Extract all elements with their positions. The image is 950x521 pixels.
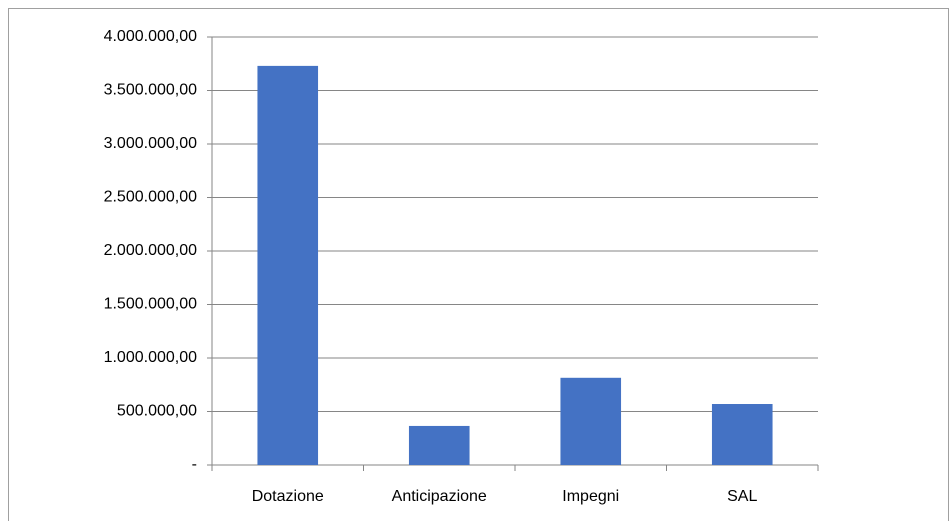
y-tick-label: 1.500.000,00 — [104, 296, 198, 313]
y-tick-label: 500.000,00 — [117, 403, 197, 420]
y-tick-label: 2.000.000,00 — [104, 242, 198, 259]
x-tick-label: SAL — [727, 488, 757, 505]
chart-border — [8, 8, 949, 521]
y-tick-label: 3.000.000,00 — [104, 135, 198, 152]
x-tick-label: Anticipazione — [392, 488, 487, 505]
bar — [711, 404, 773, 465]
y-tick-label: 2.500.000,00 — [104, 189, 198, 206]
bar — [560, 377, 622, 465]
y-tick-label: 4.000.000,00 — [104, 28, 198, 45]
y-tick-label: - — [192, 456, 197, 473]
y-tick-label: 3.500.000,00 — [104, 82, 198, 99]
bar — [257, 65, 319, 465]
bar — [408, 425, 470, 465]
x-tick-label: Impegni — [562, 488, 619, 505]
y-tick-label: 1.000.000,00 — [104, 349, 198, 366]
x-tick-label: Dotazione — [252, 488, 324, 505]
